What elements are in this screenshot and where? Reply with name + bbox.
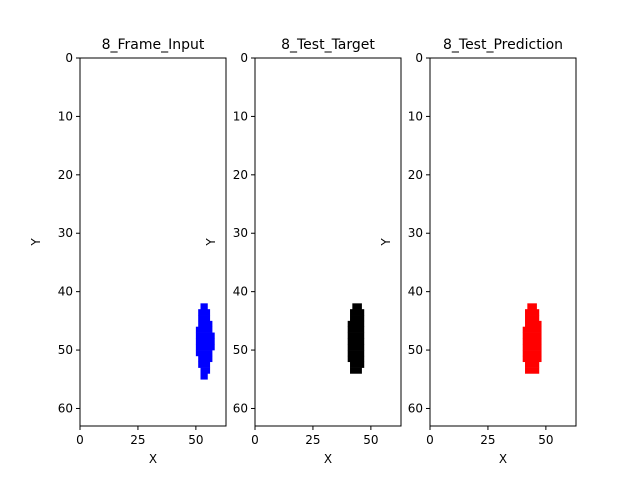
blob-pixel-row bbox=[195, 338, 215, 345]
panel-2: 8_Test_Target 0 25 50 0 10 20 30 40 50 60 X Y bbox=[204, 37, 402, 466]
x-tick-label: 0 bbox=[426, 433, 434, 447]
blob-pixel-row bbox=[195, 344, 215, 351]
panel-1: 8_Frame_Input 0 25 50 0 10 20 30 40 50 60 X Y bbox=[29, 37, 227, 466]
blob-pixel-row bbox=[352, 303, 362, 310]
blob-pixel-row bbox=[350, 315, 365, 322]
blob-pixel-row bbox=[198, 320, 213, 327]
y-tick-label: 0 bbox=[415, 51, 423, 65]
blob-pixel-row bbox=[347, 320, 365, 327]
x-axis-label: X bbox=[324, 452, 332, 466]
x-tick-label: 25 bbox=[480, 433, 495, 447]
blob-pixel-row bbox=[350, 309, 365, 316]
axes-frame bbox=[254, 57, 402, 427]
x-axis-label: X bbox=[499, 452, 507, 466]
axes-frame bbox=[429, 57, 577, 427]
blob-pixel-row bbox=[525, 309, 540, 316]
y-tick-label: 40 bbox=[233, 285, 248, 299]
y-tick-label: 60 bbox=[233, 401, 248, 415]
blob-pixel-row bbox=[200, 373, 208, 380]
y-axis-label: Y bbox=[29, 238, 43, 247]
y-tick-label: 0 bbox=[65, 51, 73, 65]
panel-title: 8_Test_Target bbox=[281, 37, 375, 53]
blob-pixel-row bbox=[525, 367, 540, 374]
axes-frame bbox=[79, 57, 227, 427]
blob-pixel-row bbox=[522, 344, 542, 351]
blob-pixel-row bbox=[350, 361, 365, 368]
blob-pixel-row bbox=[522, 338, 542, 345]
blob-pixel-row bbox=[198, 361, 211, 368]
panel-3: 8_Test_Prediction 0 25 50 0 10 20 30 40 50 60 X Y bbox=[379, 37, 577, 466]
blob-pixel-row bbox=[522, 326, 542, 333]
blob-pixel-row bbox=[195, 350, 213, 357]
x-tick-label: 25 bbox=[305, 433, 320, 447]
x-tick-label: 50 bbox=[363, 433, 378, 447]
blob-pixel-row bbox=[198, 309, 211, 316]
blob-pixel-row bbox=[195, 332, 215, 339]
y-tick-label: 40 bbox=[58, 285, 73, 299]
blob-pixel-row bbox=[525, 315, 540, 322]
y-tick-label: 60 bbox=[58, 401, 73, 415]
blob-pixel-row bbox=[522, 355, 542, 363]
blob-pixel-row bbox=[525, 361, 540, 368]
y-tick-label: 30 bbox=[233, 226, 248, 240]
blob-pixel-row bbox=[527, 303, 537, 310]
blob-pixel-row bbox=[195, 326, 213, 333]
x-tick-label: 25 bbox=[130, 433, 145, 447]
y-tick-label: 10 bbox=[58, 109, 73, 123]
x-tick-label: 0 bbox=[76, 433, 84, 447]
y-tick-label: 10 bbox=[233, 109, 248, 123]
y-tick-label: 40 bbox=[408, 285, 423, 299]
x-tick-label: 0 bbox=[251, 433, 259, 447]
blob-pixel-row bbox=[347, 344, 365, 351]
y-tick-label: 50 bbox=[233, 343, 248, 357]
y-axis-label: Y bbox=[379, 238, 393, 247]
blob-pixel-row bbox=[347, 326, 365, 333]
blob-pixel-row bbox=[525, 320, 542, 327]
y-tick-label: 20 bbox=[408, 168, 423, 182]
blob-pixel-row bbox=[522, 350, 542, 357]
panel-title: 8_Frame_Input bbox=[102, 37, 205, 53]
y-tick-label: 20 bbox=[233, 168, 248, 182]
x-tick-label: 50 bbox=[538, 433, 553, 447]
blob-pixel-row bbox=[347, 338, 365, 345]
x-tick-label: 50 bbox=[188, 433, 203, 447]
y-tick-label: 0 bbox=[240, 51, 248, 65]
y-tick-label: 20 bbox=[58, 168, 73, 182]
y-tick-label: 30 bbox=[408, 226, 423, 240]
y-tick-label: 50 bbox=[58, 343, 73, 357]
panel-title: 8_Test_Prediction bbox=[443, 37, 563, 53]
y-axis-label: Y bbox=[204, 238, 218, 247]
blob-pixel-row bbox=[347, 355, 365, 363]
blob-pixel-row bbox=[198, 315, 211, 322]
blob-pixel-row bbox=[522, 332, 542, 339]
blob-pixel-row bbox=[350, 367, 362, 374]
blob-pixel-row bbox=[347, 332, 365, 339]
x-axis-label: X bbox=[149, 452, 157, 466]
y-tick-label: 60 bbox=[408, 401, 423, 415]
blob-pixel-row bbox=[200, 303, 208, 310]
blob-pixel-row bbox=[347, 350, 365, 357]
y-tick-label: 10 bbox=[408, 109, 423, 123]
y-tick-label: 30 bbox=[58, 226, 73, 240]
blob-pixel-row bbox=[200, 367, 211, 374]
y-tick-label: 50 bbox=[408, 343, 423, 357]
blob-pixel-row bbox=[198, 355, 213, 363]
